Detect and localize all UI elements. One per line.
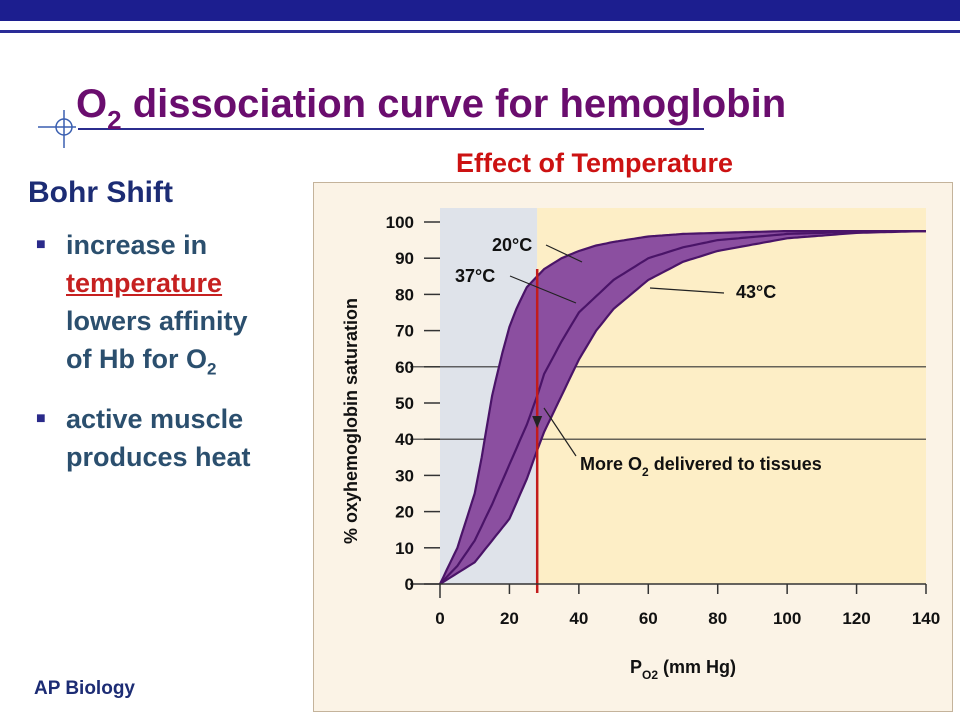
chart-title: Effect of Temperature (456, 148, 734, 178)
bullet-marker: ■ (36, 236, 46, 253)
x-tick-label: 140 (912, 609, 940, 628)
bullet-1-line-2: temperature (66, 264, 222, 302)
x-tick-label: 100 (773, 609, 801, 628)
leader-line-1 (509, 275, 577, 304)
bullet-1-line-1: increase in (66, 230, 208, 260)
x-tick-label: 120 (842, 609, 870, 628)
y-tick-label: 60 (395, 358, 414, 377)
leader-line-0 (545, 244, 583, 263)
bullet-marker: ■ (36, 410, 46, 427)
title-subscript: 2 (107, 105, 122, 135)
top-divider (0, 30, 960, 33)
y-tick-label: 70 (395, 322, 414, 341)
bullet-1-hb-text: of Hb for O (66, 344, 207, 374)
arrowhead-icon (532, 416, 543, 428)
slide-title: O2 dissociation curve for hemoglobin (76, 82, 787, 135)
x-tick-label: 20 (500, 609, 519, 628)
x-tick-label: 0 (435, 609, 444, 628)
curve-label-2: 43°C (736, 282, 776, 302)
crosshair-icon (38, 110, 76, 148)
bullet-1-line-3: lowers affinity (66, 306, 248, 336)
x-tick-label: 60 (639, 609, 658, 628)
y-tick-label: 30 (395, 466, 414, 485)
y-tick-label: 0 (405, 575, 414, 594)
y-tick-label: 80 (395, 285, 414, 304)
bullet-1-subscript: 2 (206, 359, 217, 379)
x-tick-label: 40 (569, 609, 588, 628)
y-tick-label: 90 (395, 249, 414, 268)
title-o: O (76, 82, 108, 126)
tissue-leader-line (543, 407, 577, 457)
section-heading: Bohr Shift (28, 176, 173, 209)
y-tick-label: 10 (395, 539, 414, 558)
top-banner (0, 0, 960, 21)
bullet-2-line-2: produces heat (66, 442, 251, 472)
bullet-1-line-4: of Hb for O2 (66, 340, 216, 388)
leader-line-2 (649, 287, 725, 294)
title-rest: dissociation curve for hemoglobin (121, 82, 787, 126)
y-tick-label: 100 (386, 213, 414, 232)
chart-area: 0 20 40 60 80 100 120 140 0 10 20 30 40 50 60 70 80 90 100… (341, 208, 940, 682)
tissue-annotation: More O2 delivered to tissues (580, 454, 822, 479)
footer-label: AP Biology (34, 678, 135, 699)
title-underline (78, 128, 704, 130)
y-tick-label: 40 (395, 430, 414, 449)
temperature-band (440, 231, 926, 584)
curve-label-1: 37°C (455, 266, 495, 286)
x-tick-label: 80 (708, 609, 727, 628)
y-tick-label: 20 (395, 503, 414, 522)
y-axis-label: % oxyhemoglobin saturation (341, 298, 361, 544)
chart-panel: 0 20 40 60 80 100 120 140 0 10 20 30 40 50 60 70 80 90 100… (313, 182, 953, 712)
curve-43c (439, 230, 926, 585)
y-tick-label: 50 (395, 394, 414, 413)
curve-37c (439, 230, 926, 585)
curve-label-0: 20°C (492, 235, 532, 255)
keyword-temperature: temperature (66, 268, 223, 298)
x-axis-label: PO2 (mm Hg) (630, 657, 736, 682)
bullet-2-line-1: active muscle (66, 404, 244, 434)
